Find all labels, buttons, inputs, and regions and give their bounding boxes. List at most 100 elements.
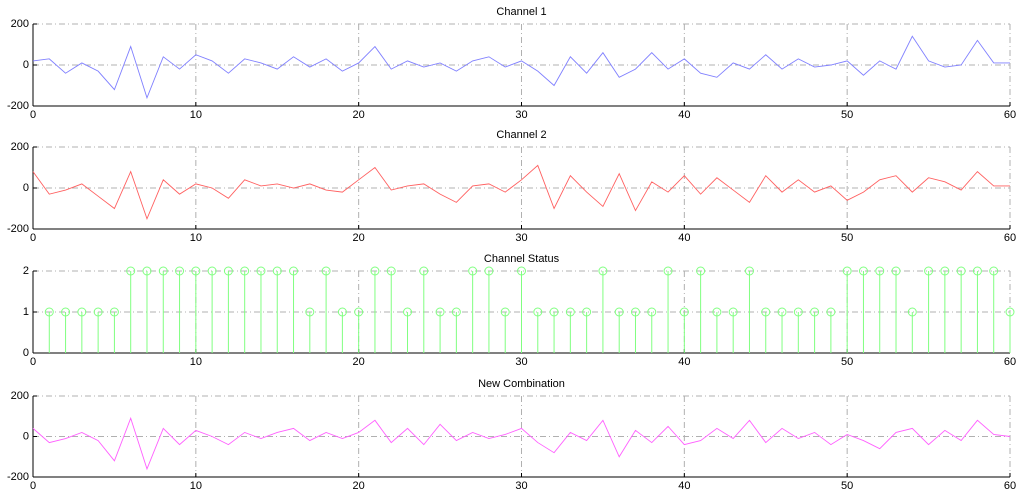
stem-marker xyxy=(517,266,526,276)
chart-title: Channel 1 xyxy=(496,6,546,18)
stem-marker xyxy=(598,266,608,276)
stem-marker xyxy=(810,307,820,317)
x-tick-label: 0 xyxy=(30,109,36,121)
x-tick-label: 30 xyxy=(515,232,527,244)
x-tick-label: 50 xyxy=(841,232,853,244)
stem-marker xyxy=(403,307,413,317)
x-tick-label: 50 xyxy=(841,356,853,368)
stem-marker xyxy=(142,266,152,276)
y-tick-label: 200 xyxy=(11,18,29,30)
stem-marker xyxy=(696,266,706,276)
x-tick-label: 20 xyxy=(353,356,365,368)
stem-marker xyxy=(972,266,982,276)
x-tick-label: 10 xyxy=(190,232,202,244)
stem-marker xyxy=(614,307,624,317)
stem-marker xyxy=(582,307,592,317)
y-tick-label: 2 xyxy=(23,265,29,277)
chart-title: Channel 2 xyxy=(496,129,546,141)
stem-marker xyxy=(305,307,315,317)
y-tick-label: 0 xyxy=(23,59,29,71)
x-tick-label: 60 xyxy=(1004,356,1016,368)
stem-marker xyxy=(484,266,494,276)
stem-marker xyxy=(419,266,429,276)
stem-marker xyxy=(826,307,836,317)
stem-marker xyxy=(940,266,950,276)
stem-marker xyxy=(793,307,803,317)
stem-marker xyxy=(175,266,185,276)
y-tick-label: 0 xyxy=(23,182,29,194)
stem-marker xyxy=(256,266,266,276)
x-tick-label: 10 xyxy=(190,109,202,121)
x-tick-label: 20 xyxy=(353,232,365,244)
x-tick-label: 20 xyxy=(353,480,365,492)
y-tick-label: -200 xyxy=(7,471,29,483)
stem-marker xyxy=(77,307,87,317)
stem-marker xyxy=(468,266,478,276)
x-tick-label: 30 xyxy=(515,480,527,492)
signal-line xyxy=(32,35,1010,100)
stem-marker xyxy=(565,307,575,317)
x-tick-label: 60 xyxy=(1004,232,1016,244)
x-tick-label: 0 xyxy=(30,356,36,368)
stem-marker xyxy=(663,266,673,276)
x-tick-label: 50 xyxy=(841,109,853,121)
chart-title: New Combination xyxy=(478,378,565,390)
y-tick-label: 0 xyxy=(23,347,29,359)
y-tick-label: 0 xyxy=(23,430,29,442)
stem-marker xyxy=(907,307,917,317)
stem-marker xyxy=(924,266,934,276)
stem-marker xyxy=(744,266,754,276)
stem-marker xyxy=(354,307,364,317)
x-tick-label: 30 xyxy=(515,356,527,368)
stem-marker xyxy=(289,266,299,276)
stem-marker xyxy=(761,307,771,317)
x-tick-label: 50 xyxy=(841,480,853,492)
x-tick-label: 60 xyxy=(1004,480,1016,492)
x-tick-label: 0 xyxy=(30,232,36,244)
stem-marker xyxy=(240,266,250,276)
stem-marker xyxy=(93,307,103,317)
y-tick-label: 200 xyxy=(11,141,29,153)
stem-marker xyxy=(891,266,901,276)
stem-marker xyxy=(712,307,722,317)
x-tick-label: 40 xyxy=(678,480,690,492)
signal-line xyxy=(32,164,1010,221)
stem-marker xyxy=(842,266,852,276)
signal-line xyxy=(32,416,1011,471)
stem-marker xyxy=(875,266,885,276)
x-tick-label: 60 xyxy=(1004,109,1016,121)
stem-marker xyxy=(777,307,787,317)
x-tick-label: 10 xyxy=(190,480,202,492)
chart-title: Channel Status xyxy=(484,253,560,265)
stem-marker xyxy=(337,307,347,317)
stem-marker xyxy=(321,266,331,276)
stem-marker xyxy=(956,266,966,276)
x-tick-label: 40 xyxy=(678,232,690,244)
stem-marker xyxy=(1005,307,1015,317)
stem-marker xyxy=(370,266,380,276)
stem-marker xyxy=(386,266,396,276)
stem-marker xyxy=(435,307,445,317)
stem-marker xyxy=(728,307,738,317)
stem-marker xyxy=(191,266,201,276)
stem-marker xyxy=(109,307,119,317)
x-tick-label: 40 xyxy=(678,356,690,368)
stem-marker xyxy=(126,266,136,276)
y-tick-label: -200 xyxy=(7,100,29,112)
x-tick-label: 40 xyxy=(678,109,690,121)
stem-marker xyxy=(61,307,71,317)
x-tick-label: 0 xyxy=(30,480,36,492)
stem-marker xyxy=(630,307,640,317)
stem-marker xyxy=(223,266,233,276)
stem-marker xyxy=(858,266,868,276)
stem-marker xyxy=(989,266,999,276)
stem-marker xyxy=(679,307,689,317)
y-tick-label: 200 xyxy=(11,390,29,402)
stem-marker xyxy=(451,307,461,317)
x-tick-label: 30 xyxy=(515,109,527,121)
stem-marker xyxy=(647,307,657,317)
y-tick-label: -200 xyxy=(7,223,29,235)
stem-marker xyxy=(533,307,543,317)
stem-marker xyxy=(207,266,217,276)
